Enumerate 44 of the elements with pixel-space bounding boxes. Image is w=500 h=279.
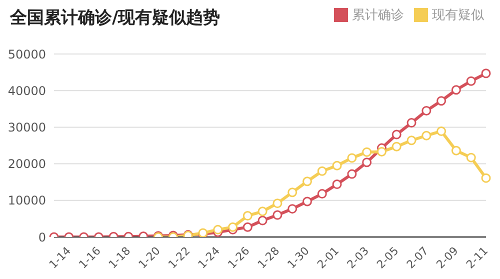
point [258,216,268,226]
point [392,142,402,152]
point [376,146,386,156]
point [362,158,372,168]
point [317,189,327,199]
point [272,198,282,208]
point [436,126,446,136]
point [406,118,416,128]
point [422,130,432,140]
legend-label: 累计确诊 [352,8,404,23]
point [317,166,327,176]
point [302,176,312,186]
point [347,169,357,179]
point [332,180,342,190]
point [213,224,223,234]
chart-title: 全国累计确诊/现有疑似趋势 [10,7,220,29]
y-tick-label: 20000 [8,157,46,172]
point [466,152,476,162]
y-tick-label: 30000 [8,120,46,134]
point [451,146,461,156]
point [272,210,282,220]
point [258,206,268,216]
point [347,153,357,163]
y-tick-label: 10000 [8,194,46,208]
point [392,130,402,140]
y-tick-label: 50000 [8,47,46,62]
point [481,173,491,183]
point [451,85,461,95]
point [288,188,298,198]
point [466,76,476,86]
point [288,204,298,214]
point [332,160,342,170]
legend-label: 现有疑似 [432,8,484,23]
y-tick-label: 40000 [8,84,46,98]
point [422,106,432,116]
y-tick-label: 0 [38,230,46,244]
point [436,96,446,106]
point [242,211,252,221]
point [302,196,312,206]
point [481,68,491,78]
point [228,222,238,232]
point [242,222,252,232]
point [406,136,416,146]
point [362,147,372,157]
